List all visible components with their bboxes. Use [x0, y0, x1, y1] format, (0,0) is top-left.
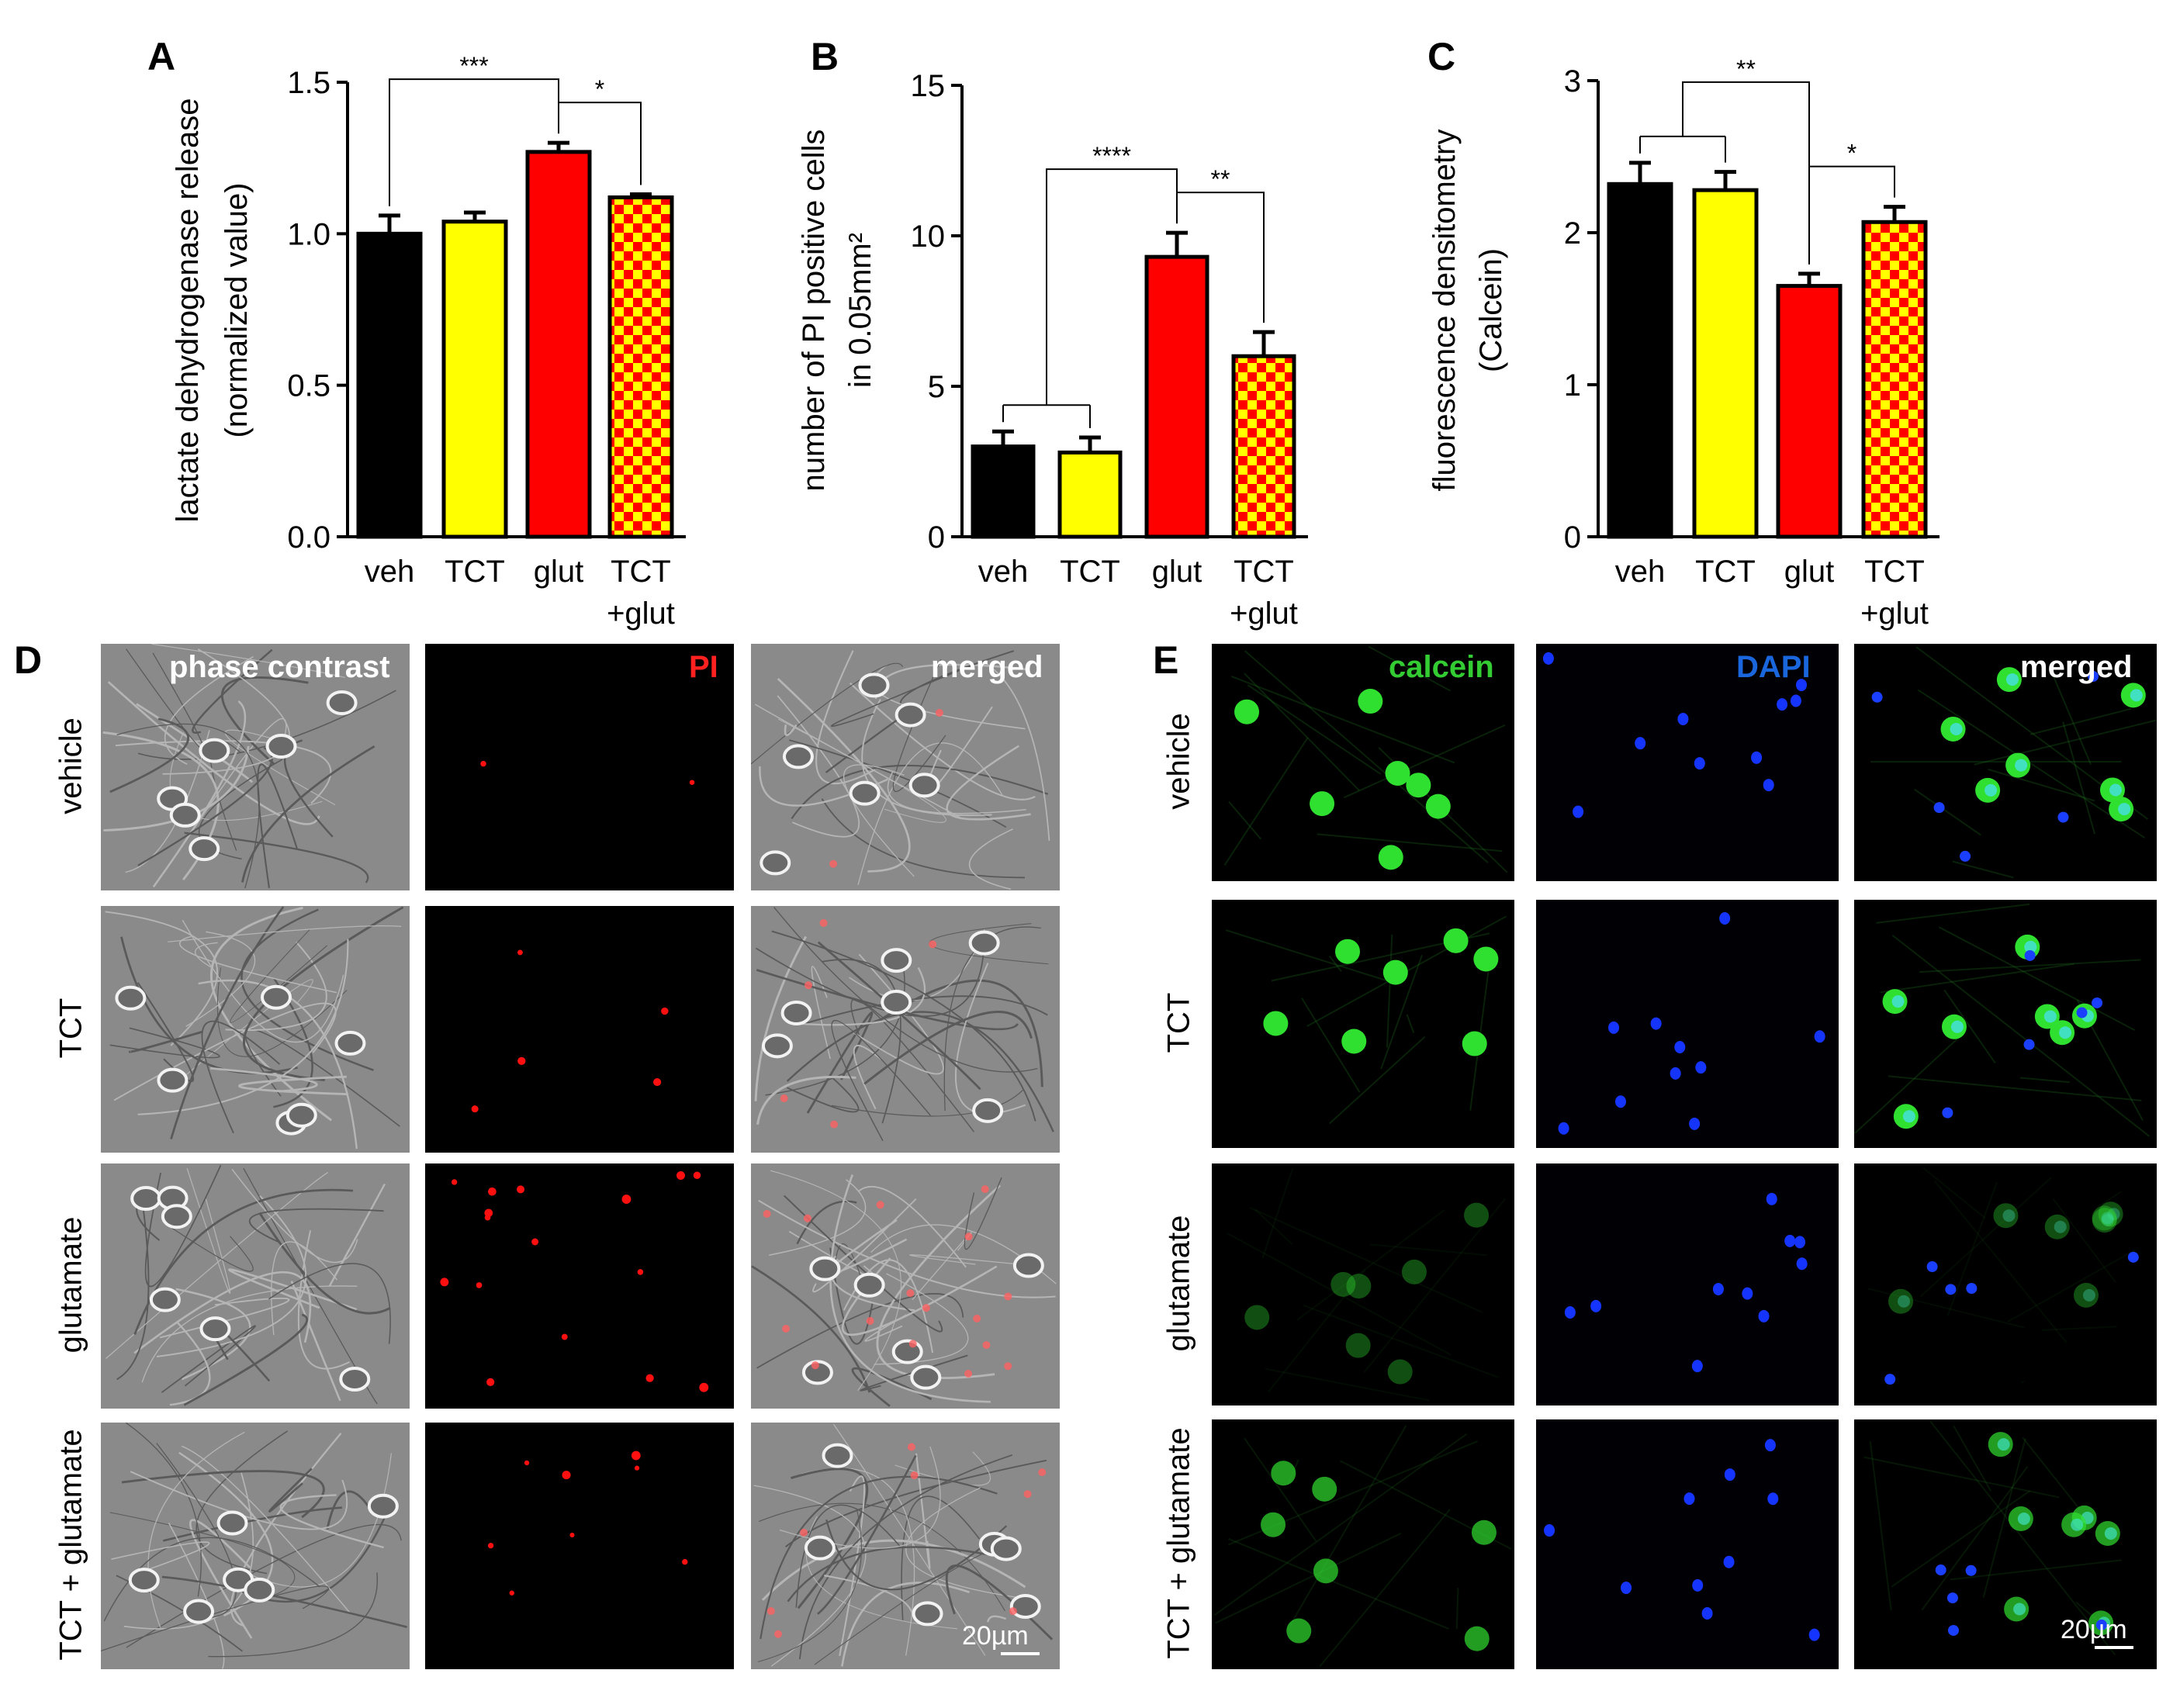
bar-0: [358, 233, 420, 537]
x-tick-label: +glut: [1230, 596, 1298, 631]
dapi-image: [1536, 1163, 1839, 1405]
y-tick-label: 0: [928, 520, 945, 555]
bar-1: [1060, 452, 1120, 537]
chart-C: C 0 1 2 3 fluorescence densitometry (Calcein) v…: [1427, 35, 1940, 631]
phase-contrast-image: [101, 906, 410, 1153]
column-label-phase-contrast: phase contrast: [169, 650, 390, 685]
y-axis-label: in 0.05mm²: [843, 233, 877, 388]
bar-2: [1778, 286, 1840, 537]
panel-letter-B: B: [811, 35, 839, 78]
y-tick-label: 5: [928, 370, 945, 404]
x-tick-label: TCT: [1864, 555, 1925, 589]
sig-label: *: [1847, 140, 1856, 168]
x-tick-label: TCT: [611, 555, 671, 589]
y-axis-label: (Calcein): [1474, 248, 1508, 372]
pi-image: [425, 906, 734, 1153]
merged-image: [751, 1163, 1060, 1409]
y-axis-label: fluorescence densitometry: [1427, 130, 1462, 492]
y-tick-label: 2: [1564, 216, 1581, 251]
x-tick-label: glut: [1784, 555, 1835, 589]
x-tick-label: veh: [365, 555, 415, 589]
bar-charts: A 0.0 0.5 1.0 1.5 lactate dehydrogenase relea…: [0, 0, 2180, 636]
x-tick-label: +glut: [607, 596, 675, 631]
calcein-image: [1212, 1163, 1514, 1405]
y-tick-label: 0.0: [287, 520, 330, 555]
x-tick-label: TCT: [445, 555, 505, 589]
bar-2: [1147, 257, 1207, 537]
pi-image: [425, 1423, 734, 1669]
x-tick-label: veh: [1615, 555, 1666, 589]
panel-letter-C: C: [1427, 35, 1455, 78]
sig-label: **: [1211, 165, 1230, 193]
sig-label: **: [1736, 55, 1756, 83]
x-tick-label: TCT: [1234, 555, 1294, 589]
bar-3: [1234, 356, 1294, 537]
calcein-image: [1212, 1419, 1514, 1669]
calcein-image: [1212, 900, 1514, 1148]
x-tick-label: veh: [978, 555, 1029, 589]
merged-image: [1854, 1163, 2157, 1405]
scale-bar-label: 20µm: [2061, 1615, 2127, 1645]
pi-image: [425, 1163, 734, 1409]
row-label-3: TCT + glutamate: [54, 1382, 89, 1708]
chart-B: B 0 5 10 15 number of PI positive cells in 0.0…: [797, 35, 1308, 631]
y-axis-label: number of PI positive cells: [797, 130, 831, 492]
merged-image: [1854, 900, 2157, 1148]
row-label-3: TCT + glutamate: [1162, 1381, 1197, 1706]
pi-image: [425, 644, 734, 890]
y-axis-label: lactate dehydrogenase release: [171, 98, 205, 522]
bar-3: [1863, 222, 1926, 537]
dapi-image: [1536, 1419, 1839, 1669]
column-label-dapi: DAPI: [1736, 650, 1811, 685]
panel-letter-D: D: [14, 638, 42, 683]
scale-bar-label: 20µm: [962, 1621, 1029, 1651]
bar-3: [610, 197, 672, 537]
y-tick-label: 10: [911, 220, 946, 254]
x-tick-label: TCT: [1060, 555, 1120, 589]
y-tick-label: 1.0: [287, 217, 330, 251]
merged-image: [751, 906, 1060, 1153]
column-label-pi: PI: [689, 650, 718, 685]
column-label-merged: merged: [931, 650, 1043, 685]
panel-letter-A: A: [147, 35, 175, 78]
y-tick-label: 3: [1564, 64, 1581, 99]
phase-contrast-image: [101, 1163, 410, 1409]
scale-bar: [2095, 1646, 2133, 1649]
scale-bar: [1001, 1652, 1040, 1655]
sig-label: ***: [459, 52, 488, 80]
column-label-calcein: calcein: [1389, 650, 1494, 685]
bar-1: [1694, 190, 1756, 537]
chart-A: A 0.0 0.5 1.0 1.5 lactate dehydrogenase relea…: [147, 35, 686, 631]
sig-label: ****: [1092, 142, 1131, 170]
y-tick-label: 15: [911, 69, 946, 103]
bar-0: [1609, 184, 1671, 537]
phase-contrast-image: [101, 1423, 410, 1669]
bar-2: [528, 152, 590, 537]
bar-1: [444, 222, 506, 537]
y-tick-label: 1: [1564, 368, 1581, 403]
x-tick-label: glut: [534, 555, 584, 589]
x-tick-label: +glut: [1860, 596, 1929, 631]
x-tick-label: glut: [1152, 555, 1202, 589]
bar-0: [973, 447, 1033, 537]
y-tick-label: 0.5: [287, 369, 330, 403]
y-tick-label: 0: [1564, 520, 1581, 555]
x-tick-label: TCT: [1695, 555, 1756, 589]
y-axis-label: (normalized value): [220, 182, 254, 437]
y-tick-label: 1.5: [287, 66, 330, 100]
column-label-merged: merged: [2020, 650, 2133, 685]
dapi-image: [1536, 900, 1839, 1148]
sig-label: *: [595, 75, 604, 103]
